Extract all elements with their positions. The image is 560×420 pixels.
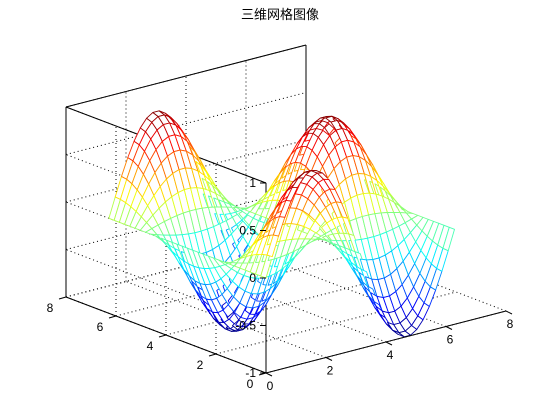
x-tick-mark <box>385 341 393 346</box>
y-tick-label: 6 <box>97 320 104 334</box>
x-tick-mark <box>265 372 273 377</box>
x-tick-label: 0 <box>267 379 274 393</box>
y-tick-mark <box>208 353 217 357</box>
y-tick-label: 0 <box>247 377 254 391</box>
box-edge <box>65 44 307 108</box>
x-tick-label: 6 <box>447 333 454 347</box>
z-tick-label: 0 <box>249 271 256 285</box>
y-tick-mark <box>158 334 167 338</box>
z-tick-label: -1 <box>245 366 256 380</box>
axes-front <box>65 296 507 374</box>
x-tick-label: 4 <box>387 348 394 362</box>
y-tick-label: 4 <box>147 339 154 353</box>
y-tick-mark <box>58 296 67 300</box>
x-tick-label: 8 <box>507 317 514 331</box>
y-tick-label: 2 <box>197 358 204 372</box>
mesh-cell <box>442 226 455 252</box>
x-tick-label: 2 <box>327 364 334 378</box>
tick-labels: 0 2 4 6 8 0 2 4 6 8 -1 -0.5 0 0.5 1 <box>47 176 514 393</box>
z-tick-label: 1 <box>249 176 256 190</box>
z-tick-label: -0.5 <box>235 319 256 333</box>
x-tick-mark <box>445 326 453 330</box>
y-tick-label: 8 <box>47 301 54 315</box>
mesh-surface <box>108 110 455 338</box>
chart-title: 三维网格图像 <box>240 8 319 23</box>
y-tick-mark <box>108 315 117 319</box>
x-tick-mark <box>325 357 333 361</box>
x-tick-mark <box>505 310 513 315</box>
z-tick-label: 0.5 <box>239 224 256 238</box>
